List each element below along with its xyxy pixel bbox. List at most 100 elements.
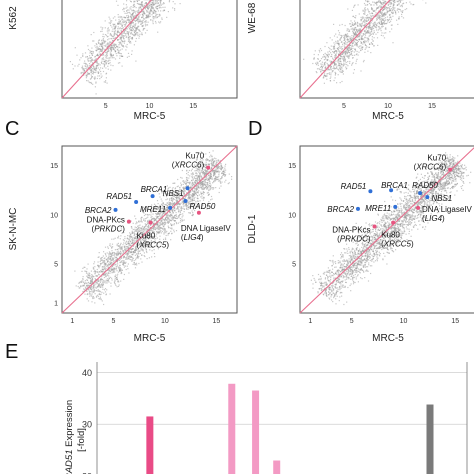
background-point	[152, 17, 154, 19]
background-point	[322, 70, 325, 72]
background-point	[90, 56, 92, 59]
background-point	[110, 53, 112, 55]
background-point	[137, 17, 139, 19]
background-point	[84, 52, 87, 54]
background-point	[107, 45, 109, 47]
background-point	[380, 6, 382, 8]
background-point	[90, 81, 92, 84]
background-point	[103, 40, 105, 43]
background-point	[121, 45, 123, 47]
background-point	[137, 33, 139, 35]
background-point	[360, 38, 362, 41]
background-point	[337, 74, 339, 76]
background-point	[144, 5, 146, 7]
background-point	[133, 1, 135, 3]
background-point	[133, 17, 135, 19]
background-point	[135, 10, 137, 12]
background-point	[348, 45, 350, 47]
background-point	[363, 24, 365, 26]
background-point	[352, 47, 354, 49]
background-point	[95, 67, 97, 69]
background-point	[363, 42, 365, 44]
background-point	[121, 24, 123, 26]
background-point	[326, 42, 328, 44]
background-point	[339, 45, 341, 48]
background-point	[331, 53, 333, 56]
background-point	[114, 31, 116, 33]
background-point	[134, 30, 137, 33]
background-point	[127, 33, 130, 35]
background-point	[330, 62, 332, 64]
background-point	[358, 35, 360, 37]
background-point	[101, 45, 103, 47]
background-point	[129, 21, 131, 23]
background-point	[155, 12, 157, 14]
background-point	[133, 34, 135, 36]
background-point	[100, 50, 102, 52]
background-point	[352, 15, 354, 17]
background-point	[380, 30, 382, 32]
background-point	[384, 0, 386, 2]
background-point	[122, 9, 124, 11]
background-point	[110, 48, 112, 50]
background-point	[342, 44, 344, 46]
background-point	[379, 17, 381, 19]
background-point	[114, 43, 116, 45]
background-point	[365, 9, 367, 11]
background-point	[383, 6, 385, 8]
background-point	[390, 2, 392, 4]
background-point	[328, 50, 331, 52]
background-point	[143, 18, 145, 20]
background-point	[326, 59, 328, 61]
background-point	[89, 73, 91, 75]
background-point	[174, 8, 176, 10]
background-point	[131, 50, 133, 52]
background-point	[349, 44, 351, 47]
background-point	[364, 44, 367, 46]
background-point	[354, 24, 356, 26]
background-point	[343, 37, 345, 39]
background-point	[354, 40, 356, 42]
background-point	[99, 75, 101, 77]
background-point	[344, 43, 346, 45]
background-point	[130, 1, 132, 3]
background-point	[93, 59, 95, 61]
background-point	[162, 3, 164, 5]
background-point	[386, 16, 389, 18]
background-point	[152, 23, 154, 25]
background-point	[377, 44, 379, 46]
background-point	[119, 46, 121, 48]
background-point	[99, 48, 101, 50]
background-point	[102, 39, 104, 41]
background-point	[336, 67, 338, 70]
background-point	[108, 43, 110, 45]
background-point	[139, 6, 141, 8]
background-point	[373, 22, 375, 24]
background-point	[132, 13, 134, 15]
background-point	[389, 13, 391, 16]
background-point	[92, 70, 94, 72]
background-point	[130, 33, 132, 35]
background-point	[115, 53, 117, 55]
background-point	[95, 68, 98, 70]
background-point	[368, 11, 371, 13]
background-point	[143, 10, 145, 12]
background-point	[125, 45, 127, 47]
background-point	[315, 62, 317, 64]
background-point	[316, 61, 318, 63]
background-point	[126, 10, 128, 12]
background-point	[391, 11, 393, 13]
background-point	[111, 48, 113, 50]
background-point	[357, 35, 360, 38]
background-point	[131, 18, 133, 20]
background-point	[369, 28, 372, 30]
background-point	[340, 67, 342, 69]
background-point	[107, 27, 109, 29]
background-point	[385, 6, 387, 9]
background-point	[350, 49, 352, 51]
background-point	[139, 3, 141, 5]
background-point	[87, 58, 89, 60]
background-point	[112, 54, 114, 56]
background-point	[340, 53, 342, 55]
background-point	[118, 19, 120, 21]
